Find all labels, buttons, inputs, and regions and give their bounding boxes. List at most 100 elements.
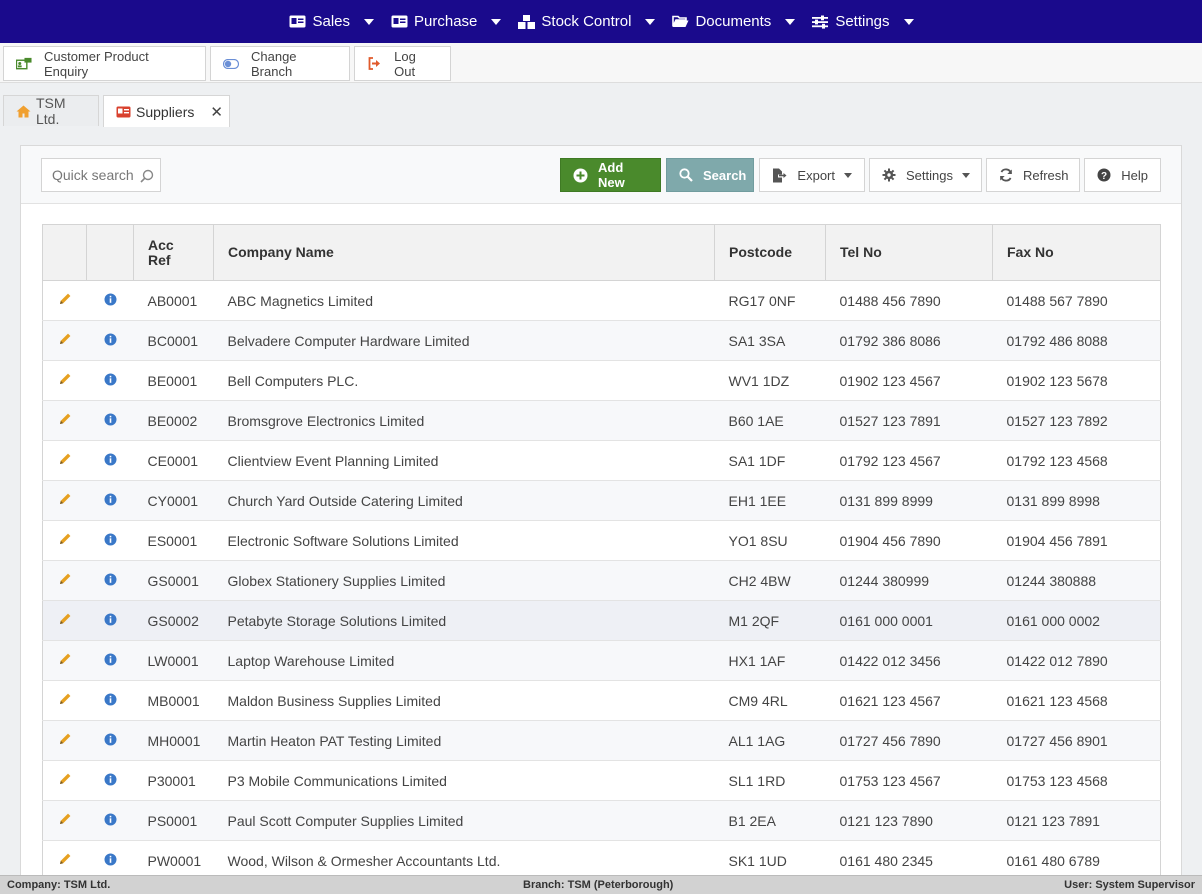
- table-row[interactable]: BC0001 Belvadere Computer Hardware Limite…: [42, 320, 1161, 361]
- cell-company-name: Bromsgrove Electronics Limited: [213, 400, 715, 441]
- search-button[interactable]: Search: [666, 158, 754, 192]
- header-fax-no[interactable]: Fax No: [992, 224, 1161, 281]
- pencil-icon[interactable]: [58, 333, 72, 349]
- settings-button[interactable]: Settings: [869, 158, 982, 192]
- cell-postcode: CH2 4BW: [714, 560, 826, 601]
- customer-product-enquiry-button[interactable]: Customer Product Enquiry: [3, 46, 206, 81]
- edit-cell: [42, 400, 87, 441]
- help-button[interactable]: ? Help: [1084, 158, 1161, 192]
- pencil-icon[interactable]: [58, 533, 72, 549]
- pencil-icon[interactable]: [58, 693, 72, 709]
- log-out-button[interactable]: Log Out: [354, 46, 451, 81]
- cell-acc-ref: P30001: [133, 760, 214, 801]
- pencil-icon[interactable]: [58, 453, 72, 469]
- info-cell: [86, 560, 134, 601]
- cell-acc-ref: MB0001: [133, 680, 214, 721]
- table-row[interactable]: MB0001 Maldon Business Supplies Limited CM…: [42, 680, 1161, 721]
- pencil-icon[interactable]: [58, 493, 72, 509]
- refresh-button[interactable]: Refresh: [986, 158, 1080, 192]
- info-icon[interactable]: [104, 813, 117, 829]
- info-icon[interactable]: [104, 373, 117, 389]
- header-company-name[interactable]: Company Name: [213, 224, 715, 281]
- status-bar: Company: TSM Ltd. Branch: TSM (Peterboro…: [0, 875, 1202, 894]
- info-icon[interactable]: [104, 853, 117, 869]
- header-acc-ref[interactable]: Acc Ref: [133, 224, 214, 281]
- pencil-icon[interactable]: [58, 813, 72, 829]
- cell-fax-no: 0161 480 6789: [992, 840, 1161, 881]
- info-icon[interactable]: [104, 613, 117, 629]
- info-cell: [86, 400, 134, 441]
- search-label: Search: [703, 167, 747, 183]
- info-icon[interactable]: [104, 773, 117, 789]
- table-row[interactable]: PS0001 Paul Scott Computer Supplies Limit…: [42, 800, 1161, 841]
- id-card-icon: [288, 15, 306, 29]
- nav-sales[interactable]: Sales: [288, 0, 375, 43]
- pencil-icon[interactable]: [58, 773, 72, 789]
- cell-fax-no: 01422 012 7890: [992, 640, 1161, 681]
- info-icon[interactable]: [104, 493, 117, 509]
- pencil-icon[interactable]: [58, 373, 72, 389]
- status-company: Company: TSM Ltd.: [7, 879, 111, 891]
- header-postcode[interactable]: Postcode: [714, 224, 826, 281]
- table-row[interactable]: BE0002 Bromsgrove Electronics Limited B60 …: [42, 400, 1161, 441]
- change-branch-button[interactable]: Change Branch: [210, 46, 350, 81]
- info-icon[interactable]: [104, 693, 117, 709]
- info-icon[interactable]: [104, 533, 117, 549]
- table-row[interactable]: MH0001 Martin Heaton PAT Testing Limited A…: [42, 720, 1161, 761]
- info-cell: [86, 680, 134, 721]
- log-out-label: Log Out: [394, 48, 416, 79]
- question-circle-icon: ?: [1097, 167, 1111, 183]
- add-new-button[interactable]: Add New: [560, 158, 661, 192]
- cell-fax-no: 01792 123 4568: [992, 440, 1161, 481]
- table-row[interactable]: CY0001 Church Yard Outside Catering Limit…: [42, 480, 1161, 521]
- change-branch-label: Change Branch: [251, 48, 297, 79]
- table-row[interactable]: PW0001 Wood, Wilson & Ormesher Accountant…: [42, 840, 1161, 881]
- export-button[interactable]: Export: [759, 158, 865, 192]
- cell-fax-no: 01727 456 8901: [992, 720, 1161, 761]
- info-cell: [86, 840, 134, 881]
- info-icon[interactable]: [104, 733, 117, 749]
- cell-acc-ref: MH0001: [133, 720, 214, 761]
- cell-tel-no: 01904 456 7890: [825, 520, 993, 561]
- enquiry-label: Customer Product Enquiry: [44, 48, 149, 79]
- pencil-icon[interactable]: [58, 413, 72, 429]
- table-row[interactable]: BE0001 Bell Computers PLC. WV1 1DZ 01902 12…: [42, 360, 1161, 401]
- pencil-icon[interactable]: [58, 653, 72, 669]
- cell-fax-no: 01902 123 5678: [992, 360, 1161, 401]
- table-row[interactable]: GS0001 Globex Stationery Supplies Limited…: [42, 560, 1161, 601]
- nav-stock-control[interactable]: Stock Control: [517, 0, 656, 43]
- table-row[interactable]: CE0001 Clientview Event Planning Limited S…: [42, 440, 1161, 481]
- table-row[interactable]: ES0001 Electronic Software Solutions Limi…: [42, 520, 1161, 561]
- pencil-icon[interactable]: [58, 853, 72, 869]
- tab-tsm-ltd[interactable]: TSM Ltd.: [3, 95, 99, 127]
- cell-fax-no: 01753 123 4568: [992, 760, 1161, 801]
- table-row[interactable]: LW0001 Laptop Warehouse Limited HX1 1AF 014…: [42, 640, 1161, 681]
- nav-purchase[interactable]: Purchase: [390, 0, 502, 43]
- nav-settings[interactable]: Settings: [811, 0, 914, 43]
- close-icon[interactable]: ✕: [210, 103, 223, 121]
- info-icon[interactable]: [104, 453, 117, 469]
- pencil-icon[interactable]: [58, 293, 72, 309]
- pencil-icon[interactable]: [58, 573, 72, 589]
- cell-postcode: SA1 3SA: [714, 320, 826, 361]
- table-row[interactable]: P30001 P3 Mobile Communications Limited SL…: [42, 760, 1161, 801]
- tab-suppliers[interactable]: Suppliers ✕: [103, 95, 230, 127]
- info-icon[interactable]: [104, 573, 117, 589]
- cell-acc-ref: CE0001: [133, 440, 214, 481]
- toggle-icon: [223, 57, 239, 71]
- info-cell: [86, 720, 134, 761]
- quick-search-input[interactable]: [42, 159, 142, 191]
- info-icon[interactable]: [104, 333, 117, 349]
- pencil-icon[interactable]: [58, 613, 72, 629]
- info-icon[interactable]: [104, 413, 117, 429]
- pencil-icon[interactable]: [58, 733, 72, 749]
- info-icon[interactable]: [104, 293, 117, 309]
- table-row[interactable]: AB0001 ABC Magnetics Limited RG17 0NF 01488…: [42, 280, 1161, 321]
- header-tel-no[interactable]: Tel No: [825, 224, 993, 281]
- refresh-icon: [999, 167, 1013, 183]
- table-row[interactable]: GS0002 Petabyte Storage Solutions Limited…: [42, 600, 1161, 641]
- cell-acc-ref: GS0002: [133, 600, 214, 641]
- info-icon[interactable]: [104, 653, 117, 669]
- search-icon[interactable]: [140, 169, 154, 186]
- nav-documents[interactable]: Documents: [671, 0, 796, 43]
